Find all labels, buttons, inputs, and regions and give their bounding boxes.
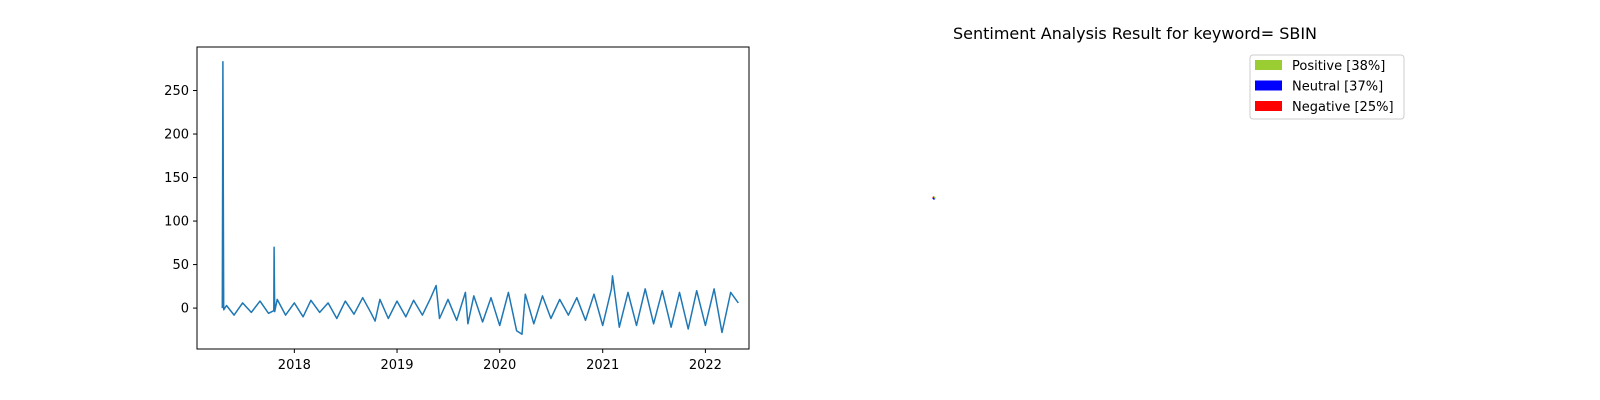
legend-label: Negative [25%] [1292,100,1394,115]
y-tick-label: 250 [164,84,189,99]
x-tick-label: 2022 [689,358,722,373]
legend-swatch [1255,80,1282,91]
pie-slice [932,196,934,198]
y-tick-label: 150 [164,171,189,186]
x-axis: 2018 2019 2020 2021 2022 [278,349,722,373]
pie-chart: Sentiment Analysis Result for keyword= S… [932,24,1405,200]
x-tick-label: 2019 [380,358,413,373]
legend-label: Positive [38%] [1292,59,1385,74]
legend-swatch [1255,60,1282,70]
pie-slice [934,196,936,200]
pie-slices [932,196,936,200]
y-tick-label: 50 [172,258,189,273]
series-line [221,61,739,335]
pie-slice [932,198,936,200]
x-tick-label: 2020 [483,358,516,373]
legend-frame [1249,54,1405,120]
y-axis: 0 50 100 150 200 250 [164,84,197,317]
legend: Positive [38%] Neutral [37%] Negative [25%… [1249,54,1405,120]
y-tick-label: 0 [181,302,189,317]
legend-label: Neutral [37%] [1292,80,1383,95]
legend-swatch [1255,101,1282,111]
x-tick-label: 2018 [278,358,311,373]
line-chart: 0 50 100 150 200 250 2018 2019 2020 2021 2022 [164,46,750,373]
y-tick-label: 200 [164,128,189,143]
x-tick-label: 2021 [586,358,619,373]
y-tick-label: 100 [164,215,189,230]
plot-frame [196,46,750,350]
chart-title: Sentiment Analysis Result for keyword= S… [953,24,1317,43]
